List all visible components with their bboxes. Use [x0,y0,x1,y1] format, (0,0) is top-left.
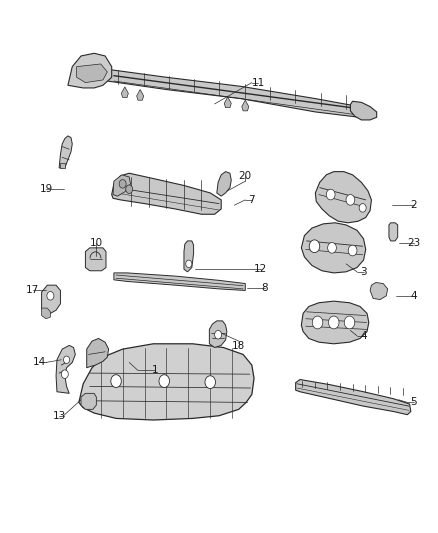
Polygon shape [350,101,377,120]
Polygon shape [42,308,50,319]
Text: 17: 17 [26,286,39,295]
Circle shape [346,195,355,205]
Text: 14: 14 [33,358,46,367]
Text: 10: 10 [90,238,103,247]
Polygon shape [217,172,231,196]
Polygon shape [85,248,106,271]
Circle shape [186,260,192,268]
Text: 12: 12 [254,264,267,274]
Polygon shape [42,285,60,316]
Circle shape [61,370,68,378]
Polygon shape [56,345,75,393]
Circle shape [344,316,355,329]
Circle shape [312,316,323,329]
Text: 19: 19 [39,184,53,194]
Circle shape [326,189,335,200]
Text: 1: 1 [152,366,159,375]
Circle shape [126,185,133,193]
Polygon shape [296,379,411,415]
Polygon shape [60,163,65,168]
Polygon shape [121,87,128,98]
Circle shape [328,243,336,253]
Polygon shape [112,173,221,214]
Polygon shape [68,53,112,88]
Polygon shape [370,282,388,300]
Text: 11: 11 [252,78,265,87]
Circle shape [64,356,70,364]
Polygon shape [114,273,245,290]
Polygon shape [137,90,144,100]
Circle shape [328,316,339,329]
Circle shape [159,375,170,387]
Text: 7: 7 [248,195,255,205]
Text: 13: 13 [53,411,66,421]
Text: 4: 4 [360,331,367,341]
Text: 18: 18 [232,342,245,351]
Text: 20: 20 [239,171,252,181]
Text: 4: 4 [410,291,417,301]
Polygon shape [315,172,371,223]
Circle shape [348,245,357,256]
Circle shape [359,204,366,212]
Polygon shape [224,97,231,108]
Polygon shape [184,241,194,272]
Circle shape [205,376,215,389]
Circle shape [309,240,320,253]
Polygon shape [242,100,249,111]
Text: 5: 5 [410,398,417,407]
Circle shape [215,330,222,339]
Polygon shape [77,64,107,83]
Circle shape [119,180,126,188]
Text: 2: 2 [410,200,417,210]
Polygon shape [105,69,364,117]
Polygon shape [59,136,72,168]
Circle shape [47,292,54,300]
Text: 23: 23 [407,238,420,247]
Polygon shape [389,223,398,241]
Text: 3: 3 [360,267,367,277]
Circle shape [111,375,121,387]
Polygon shape [301,301,369,344]
Polygon shape [209,321,227,348]
Polygon shape [87,338,109,368]
Polygon shape [113,175,131,196]
Polygon shape [79,344,254,420]
Polygon shape [301,223,366,273]
Text: 8: 8 [261,283,268,293]
Polygon shape [81,393,96,409]
